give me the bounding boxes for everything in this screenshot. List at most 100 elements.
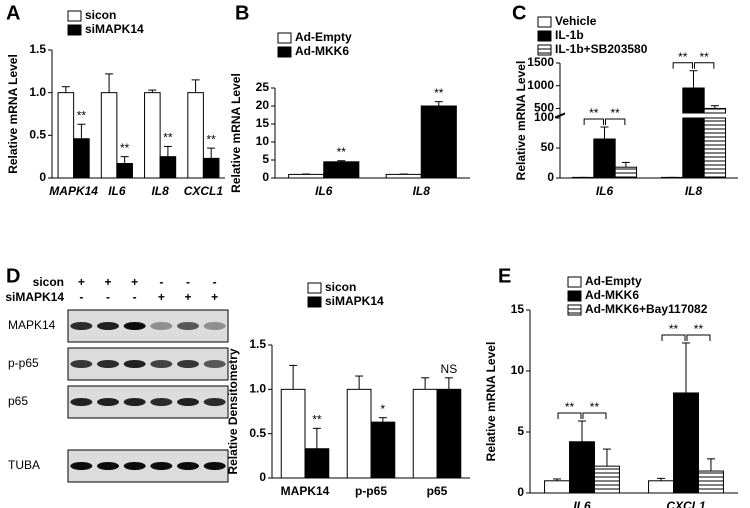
blot-band [70,398,93,406]
blot-band [177,462,199,470]
y-tick-label: 25 [256,80,270,94]
legend-label: sicon [325,280,356,294]
significance: ** [700,50,710,64]
condition-sign: - [213,275,217,289]
x-tick-label: IL6 [315,184,333,198]
y-tick-label: 1.0 [249,382,266,396]
condition-sign: - [186,275,190,289]
y-tick-label: 5 [517,424,524,438]
blot-band [70,322,93,330]
condition-sign: - [79,290,83,304]
y-axis-label: Relative mRNA Level [229,73,243,193]
condition-sign: + [184,290,191,304]
condition-sign: + [211,290,218,304]
bar [420,105,457,179]
significance: ** [694,322,704,336]
bar [144,92,161,179]
bracket [605,118,626,125]
bar [280,388,306,479]
y-tick-label: 100 [534,110,554,124]
blot-band [123,462,146,470]
blot-band [150,360,173,368]
condition-sign: + [131,275,138,289]
legend-swatch [567,290,582,302]
bar [370,421,396,479]
bracket [557,412,582,420]
bracket [583,118,604,125]
y-tick-label: 0 [547,170,554,184]
x-tick-label: IL8 [413,184,431,198]
panel-label: D [6,265,20,287]
condition-label: sicon [33,275,64,289]
legend-label: Vehicle [555,14,597,28]
significance: ** [77,108,87,122]
bar [544,480,571,494]
blot-band [150,462,173,470]
bar [116,162,133,179]
blot-band [97,322,119,330]
bracket [694,62,715,69]
y-tick-label: 1.5 [29,42,46,56]
bar [187,92,204,179]
bar [288,173,325,179]
legend-label: Ad-Empty [585,274,642,288]
axis-break [554,113,566,119]
panel-label: E [498,265,511,287]
legend-label: siMAPK14 [85,22,144,36]
legend-label: siMAPK14 [325,294,384,308]
condition-sign: - [106,290,110,304]
bar [323,161,360,179]
panel-label: B [235,2,249,24]
blot-row-label: p65 [8,394,28,408]
significance: ** [589,106,599,120]
legend-label: IL-1b [555,28,584,42]
legend-label: IL-1b+SB203580 [555,42,648,56]
blot-band [70,462,93,470]
bar [159,156,177,179]
blot-band [150,398,173,406]
bar [697,470,724,494]
significance: ** [678,50,688,64]
blot-row-label: TUBA [8,458,40,472]
x-tick-label: IL6 [596,184,614,198]
blot-band [203,462,226,470]
legend-swatch [567,276,582,288]
blot-band [97,398,119,406]
legend-swatch [277,32,292,44]
legend-swatch [277,46,292,58]
x-tick-label: MAPK14 [281,484,330,498]
legend-swatch [567,304,582,316]
y-tick-label: 5 [262,152,269,166]
y-tick-label: 50 [541,140,555,154]
condition-sign: - [133,290,137,304]
blot-band [97,462,119,470]
bar [569,441,595,494]
blot-box [67,347,229,381]
bar [346,388,372,479]
bar [593,138,616,179]
bracket [661,334,686,341]
panel-label: C [512,2,526,24]
legend-swatch [67,24,82,36]
y-tick-label: 1500 [527,55,554,69]
y-tick-label: 0 [39,170,46,184]
y-tick-label: 0.5 [29,128,46,142]
legend-swatch [307,282,322,294]
bracket [686,334,711,341]
significance: ** [669,322,679,336]
condition-sign: + [78,275,85,289]
y-tick-label: 15 [511,302,525,316]
significance: ** [565,400,575,414]
x-tick-label: p65 [427,484,448,498]
bar [385,173,422,179]
legend-swatch [67,10,82,22]
bar [703,117,727,179]
legend-swatch [307,296,322,308]
significance: ** [337,145,347,159]
legend-swatch [537,30,552,42]
bar [202,157,220,179]
y-tick-label: 0 [517,485,524,499]
y-tick-label: 1000 [527,78,554,92]
significance: ** [163,131,173,145]
